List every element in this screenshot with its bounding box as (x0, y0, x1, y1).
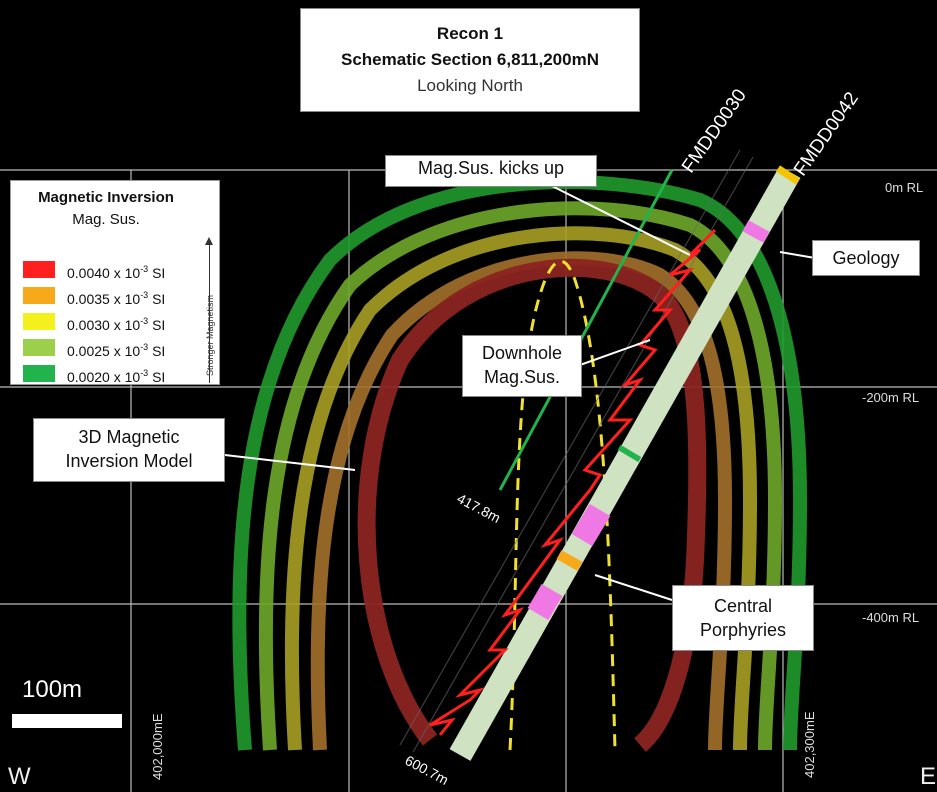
up-arrow-icon (205, 237, 213, 383)
geology-band-pink2 (527, 583, 563, 621)
rl-label-200: -200m RL (862, 390, 920, 405)
direction-west: W (8, 763, 31, 790)
callout-pointers (224, 184, 816, 601)
shell-outer (232, 175, 808, 751)
legend-value: 0.0040 (67, 265, 110, 281)
callout-inversion-model: 3D Magnetic Inversion Model (33, 418, 225, 482)
geology-band-green (617, 444, 642, 463)
direction-east: E (920, 763, 937, 790)
legend-value: 0.0035 (67, 291, 110, 307)
callout-central-porphyries: Central Porphyries (672, 585, 814, 651)
callout-downhole-line1: Downhole (481, 343, 563, 363)
geology-band-pink3 (742, 220, 770, 243)
hole-fmdd0042 (399, 149, 801, 761)
callout-inversion-line1: 3D Magnetic (78, 427, 180, 447)
callout-downhole-line2: Mag.Sus. (483, 367, 561, 387)
rl-label-400: -400m RL (862, 610, 920, 625)
title-project: Recon 1 (436, 24, 504, 43)
legend-swatch (23, 313, 55, 330)
shell-2 (310, 251, 733, 751)
easting-west: 402,000mE (150, 713, 165, 781)
legend-swatch (23, 261, 55, 278)
legend-value: 0.0020 (67, 369, 110, 385)
legend-arrow-label: Stronger Magnetism (205, 294, 215, 376)
scale-label: 100m (22, 676, 83, 703)
rl-label-0: 0m RL (885, 180, 924, 195)
legend-value: 0.0030 (67, 317, 110, 333)
geology-band-top (776, 165, 800, 185)
legend-swatch (23, 339, 55, 356)
legend: Magnetic Inversion Mag. Sus. 0.0040 x 10… (10, 180, 220, 385)
easting-east: 402,300mE (802, 711, 817, 779)
shell-4 (258, 201, 783, 751)
callout-porph-line1: Central (713, 596, 773, 616)
hole-fmdd0030-trace (498, 169, 674, 491)
scale-bar (12, 714, 122, 728)
geology-band-pink1 (571, 503, 611, 547)
legend-subtitle: Mag. Sus. (72, 211, 140, 228)
title-section: Schematic Section 6,811,200mN (341, 50, 599, 69)
callout-downhole-magsus: Downhole Mag.Sus. (462, 335, 582, 397)
title-view: Looking North (417, 76, 523, 95)
callout-magsus-kicks: Mag.Sus. kicks up (385, 155, 597, 187)
downhole-magsus-trace (429, 228, 717, 736)
geology-band-orange (556, 550, 583, 571)
callout-inversion-line2: Inversion Model (65, 451, 193, 471)
callout-geology: Geology (812, 240, 920, 276)
legend-title: Magnetic Inversion (38, 189, 174, 206)
title-box: Recon 1 Schematic Section 6,811,200mN Lo… (300, 8, 640, 112)
legend-swatch (23, 287, 55, 304)
legend-value: 0.0025 (67, 343, 110, 359)
callout-porph-line2: Porphyries (699, 620, 787, 640)
legend-swatch (23, 365, 55, 382)
